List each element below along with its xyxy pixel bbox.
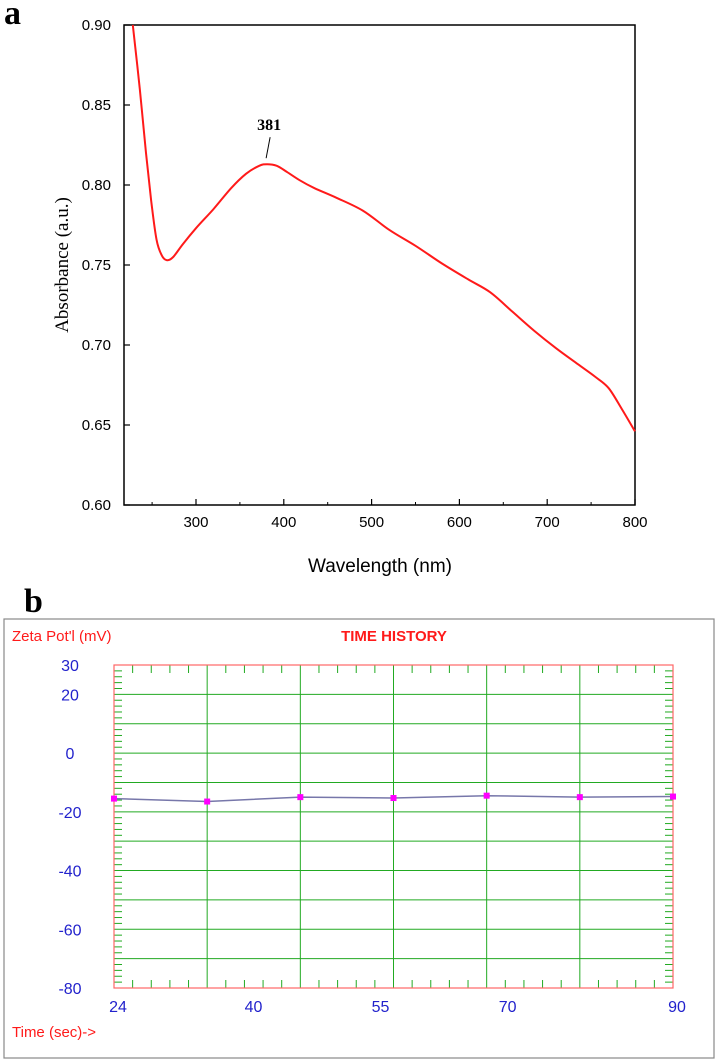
y-tick-label-b: 0 — [66, 746, 75, 763]
x-axis-label-a: Wavelength (nm) — [308, 556, 452, 577]
zeta-point — [390, 795, 397, 802]
zeta-point — [670, 793, 676, 800]
absorbance-curve — [131, 24, 636, 432]
x-axis-label-b: Time (sec)-> — [12, 1024, 96, 1041]
chart-a: 0.60 0.65 0.70 0.75 0.80 0.85 0.90 300 400 500 60… — [52, 17, 648, 577]
x-axis-a: 300 400 500 600 700 800 — [151, 499, 648, 531]
y-tick-label-b: -60 — [58, 922, 81, 939]
panel-letter-b: b — [24, 583, 43, 620]
x-tick-label-a: 300 — [183, 514, 208, 531]
zeta-point — [111, 795, 117, 802]
plot-frame-a — [123, 24, 636, 506]
y-tick-label-a: 0.65 — [82, 417, 111, 434]
y-tick-label-a: 0.75 — [82, 257, 111, 274]
x-tick-label-b: 24 — [109, 999, 127, 1016]
peak-leader-line — [265, 137, 271, 159]
y-axis-label-b: Zeta Pot'l (mV) — [12, 628, 112, 645]
y-tick-label-b: -40 — [58, 864, 81, 881]
chart-title-b: TIME HISTORY — [341, 628, 447, 645]
y-axis-a: 0.60 0.65 0.70 0.75 0.80 0.85 0.90 — [82, 17, 130, 514]
y-tick-label-a: 0.70 — [82, 337, 111, 354]
x-tick-label-a: 600 — [447, 514, 472, 531]
chart-b: Zeta Pot'l (mV) TIME HISTORY 30 20 0 -20 -40… — [12, 628, 686, 1041]
y-axis-b: 30 20 0 -20 -40 -60 -80 — [58, 658, 81, 998]
y-tick-label-a: 0.80 — [82, 177, 111, 194]
x-tick-label-a: 500 — [359, 514, 384, 531]
x-axis-b: 24 40 55 70 90 — [109, 999, 686, 1016]
plot-frame-b — [113, 664, 674, 989]
x-tick-label-a: 700 — [535, 514, 560, 531]
x-tick-label-b: 40 — [245, 999, 263, 1016]
zeta-point — [297, 794, 304, 801]
panel-letter-a: a — [4, 0, 21, 32]
y-tick-label-b: -80 — [58, 981, 81, 998]
x-tick-label-b: 90 — [668, 999, 686, 1016]
zeta-markers — [111, 792, 676, 805]
x-tick-label-a: 400 — [271, 514, 296, 531]
x-tick-label-a: 800 — [622, 514, 647, 531]
panel-b-frame — [3, 618, 715, 1059]
y-tick-label-a: 0.90 — [82, 17, 111, 34]
peak-label: 381 — [257, 117, 281, 134]
y-tick-label-b: -20 — [58, 805, 81, 822]
zeta-point — [204, 798, 211, 805]
y-axis-label-a: Absorbance (a.u.) — [52, 197, 73, 333]
y-tick-label-a: 0.60 — [82, 497, 111, 514]
y-tick-label-a: 0.85 — [82, 97, 111, 114]
x-tick-label-b: 55 — [372, 999, 390, 1016]
zeta-point — [576, 794, 583, 801]
y-tick-label-b: 20 — [61, 687, 79, 704]
x-tick-label-b: 70 — [499, 999, 517, 1016]
zeta-point — [483, 792, 490, 799]
y-tick-label-b: 30 — [61, 658, 79, 675]
